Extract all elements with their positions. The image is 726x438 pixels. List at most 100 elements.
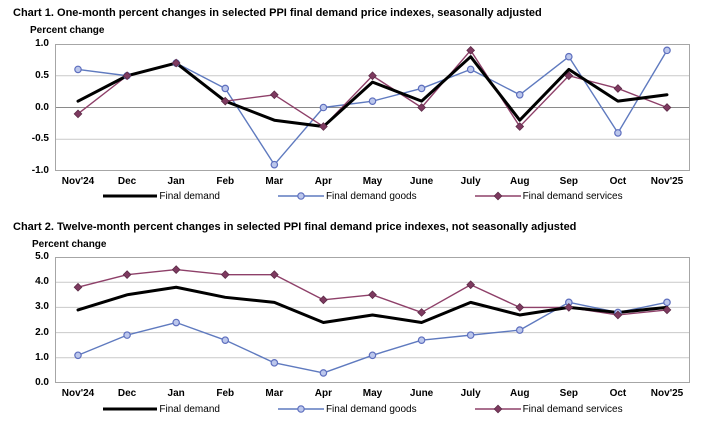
- y-tick-label: 1.0: [35, 38, 49, 49]
- x-tick-label: June: [409, 176, 434, 187]
- y-tick-label: 3.0: [35, 301, 49, 313]
- services-marker: [319, 122, 328, 131]
- legend-label: Final demand goods: [325, 190, 417, 202]
- services-marker: [319, 295, 328, 305]
- x-tick-label: July: [460, 388, 481, 399]
- chart2-legend: Final demand Final demand goods Final de…: [0, 403, 726, 415]
- series-line-1: [77, 301, 668, 374]
- services-marker: [564, 303, 574, 312]
- legend-label: Final demand services: [522, 190, 623, 202]
- legend-item-services: Final demand services: [474, 403, 623, 415]
- services-marker: [515, 122, 525, 131]
- chart1-title: Chart 1. One-month percent changes in se…: [13, 7, 542, 19]
- services-marker: [466, 45, 476, 55]
- legend-item-final-demand: Final demand: [103, 403, 220, 415]
- services-marker: [73, 109, 83, 119]
- services-marker: [515, 303, 525, 312]
- goods-marker: [270, 359, 279, 367]
- services-marker: [171, 265, 181, 274]
- services-marker: [564, 71, 574, 81]
- legend-item-goods: Final demand goods: [277, 190, 417, 202]
- services-marker: [368, 290, 377, 300]
- y-tick-label: 1.0: [35, 351, 49, 363]
- final-demand-line-icon: [103, 403, 158, 415]
- y-tick-label: 0.5: [35, 69, 49, 81]
- goods-marker: [74, 65, 82, 74]
- services-marker: [368, 71, 377, 81]
- legend-label: Final demand: [159, 403, 220, 415]
- services-marker: [417, 308, 426, 317]
- services-marker: [613, 310, 623, 320]
- x-tick-label: Dec: [117, 176, 137, 187]
- x-tick-label: Nov'25: [650, 388, 684, 399]
- x-tick-label: July: [460, 176, 481, 187]
- services-marker: [122, 270, 132, 280]
- x-tick-label: Aug: [510, 176, 530, 187]
- chart2-title: Chart 2. Twelve-month percent changes in…: [13, 221, 577, 233]
- goods-marker: [417, 84, 426, 93]
- chart1-legend: Final demand Final demand goods Final de…: [0, 190, 726, 202]
- services-marker: [417, 103, 426, 112]
- x-tick-label: Oct: [609, 388, 627, 399]
- series-line-2: [77, 49, 668, 128]
- x-tick-label: Dec: [117, 388, 137, 399]
- goods-marker: [221, 336, 230, 344]
- y-tick-label: -1.0: [31, 165, 49, 176]
- services-marker: [220, 270, 230, 280]
- chart1-plot-area: [55, 44, 690, 171]
- series-line-0: [76, 55, 669, 129]
- y-tick-label: 0.0: [35, 377, 49, 388]
- legend-label: Final demand: [159, 190, 220, 202]
- final-demand-line-icon: [103, 190, 158, 202]
- plot-border: [55, 44, 690, 171]
- chart1-yaxis-title: Percent change: [30, 25, 105, 36]
- goods-line-marker-icon: [277, 403, 324, 415]
- legend-label: Final demand services: [522, 403, 623, 415]
- x-tick-label: Nov'24: [61, 388, 95, 399]
- x-tick-label: Sep: [559, 176, 578, 187]
- services-marker: [269, 90, 279, 100]
- chart2-yaxis-title: Percent change: [32, 239, 107, 250]
- goods-marker: [319, 369, 328, 377]
- services-marker: [171, 58, 181, 68]
- x-tick-label: Oct: [609, 176, 627, 187]
- y-tick-label: 0.0: [35, 101, 49, 113]
- y-tick-label: 4.0: [35, 276, 49, 288]
- y-tick-label: -0.5: [31, 133, 49, 145]
- x-tick-label: Jan: [167, 176, 185, 187]
- services-line-marker-icon: [474, 403, 521, 415]
- x-tick-label: May: [362, 388, 383, 399]
- goods-marker: [221, 84, 230, 93]
- legend-item-goods: Final demand goods: [277, 403, 417, 415]
- goods-marker: [74, 351, 82, 360]
- services-marker: [613, 84, 623, 93]
- services-marker: [122, 71, 132, 81]
- legend-label: Final demand goods: [325, 403, 417, 415]
- x-tick-label: Nov'24: [61, 176, 95, 187]
- goods-marker: [123, 331, 131, 339]
- goods-marker: [614, 129, 622, 137]
- x-tick-label: Apr: [314, 176, 333, 187]
- plot-border: [55, 257, 690, 383]
- goods-marker: [368, 97, 377, 105]
- x-tick-label: Nov'25: [650, 176, 684, 187]
- services-marker: [73, 282, 83, 292]
- legend-item-services: Final demand services: [474, 190, 623, 202]
- x-tick-label: May: [362, 176, 383, 187]
- services-marker: [220, 96, 230, 106]
- x-tick-label: Sep: [559, 388, 578, 399]
- goods-marker: [319, 103, 328, 112]
- goods-marker: [466, 65, 475, 74]
- services-marker: [466, 280, 476, 290]
- goods-marker: [417, 336, 426, 344]
- x-tick-label: Mar: [265, 388, 284, 399]
- goods-marker: [270, 160, 279, 169]
- goods-line-marker-icon: [277, 190, 324, 202]
- goods-marker: [172, 318, 180, 327]
- goods-marker: [663, 46, 671, 55]
- x-tick-label: Feb: [216, 388, 235, 399]
- goods-marker: [565, 52, 573, 61]
- goods-marker: [515, 326, 524, 334]
- services-line-marker-icon: [474, 190, 521, 202]
